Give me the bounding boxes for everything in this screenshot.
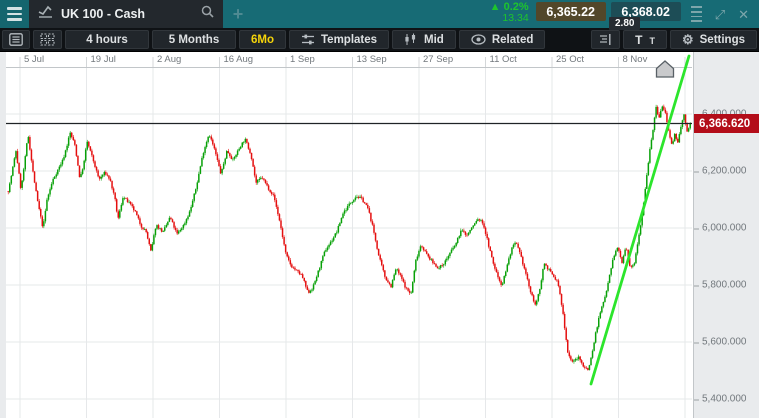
- x-axis-label: 13 Sep: [356, 54, 387, 65]
- list-icon: [9, 33, 23, 46]
- related-button[interactable]: Related: [458, 30, 546, 49]
- x-axis: 5 Jul 19 Jul 2 Aug 16 Aug 1 Sep 13 Sep 27 Sep 1…: [6, 52, 692, 68]
- y-axis-label: 5,600.000: [694, 336, 747, 348]
- header-bar: UK 100 - Cash + ▲ 0.2% 13.34 6,365.22 6,…: [0, 0, 759, 30]
- text-tool-label-small: T: [649, 35, 655, 46]
- settings-label: Settings: [699, 33, 745, 46]
- x-axis-label: 11 Oct: [489, 54, 517, 65]
- spread-badge: 2.80: [609, 17, 641, 30]
- x-axis-label: 27 Sep: [423, 54, 454, 65]
- price-type-label: Mid: [424, 33, 444, 46]
- buy-price-button[interactable]: 6,368.02: [610, 2, 681, 21]
- eye-icon: [471, 34, 486, 45]
- y-axis-label: 5,400.000: [694, 393, 747, 405]
- range-badge-button[interactable]: 6Mo: [239, 30, 286, 49]
- text-tool-label: T: [635, 32, 643, 47]
- sell-price-button[interactable]: 6,365.22: [535, 2, 606, 21]
- x-axis-label: 8 Nov: [622, 54, 648, 65]
- drawings-panel-button[interactable]: [591, 30, 621, 49]
- close-icon[interactable]: ✕: [738, 6, 749, 22]
- add-tab-button[interactable]: +: [232, 3, 244, 24]
- y-axis-label: 5,800.000: [694, 279, 747, 291]
- candles-icon: [405, 33, 416, 45]
- timeframe-dropdown[interactable]: 4 hours: [65, 30, 149, 49]
- gear-icon: ⚙: [681, 32, 694, 47]
- x-axis-label: 1 Sep: [290, 54, 315, 65]
- candles: [7, 104, 691, 371]
- instrument-tab[interactable]: UK 100 - Cash: [29, 0, 223, 28]
- hamburger-icon: [7, 7, 22, 10]
- chart-plot[interactable]: [0, 52, 692, 418]
- trend-line[interactable]: [589, 54, 691, 386]
- chart-line-icon: [38, 5, 54, 23]
- related-label: Related: [491, 33, 534, 46]
- x-axis-label: 2 Aug: [157, 54, 182, 65]
- templates-label: Templates: [321, 33, 378, 46]
- up-arrow-icon: ▲: [489, 1, 501, 14]
- settings-button[interactable]: ⚙ Settings: [669, 30, 757, 49]
- panel-right-icon: [600, 34, 611, 45]
- templates-button[interactable]: Templates: [289, 30, 390, 49]
- layout-grid-button[interactable]: [33, 30, 62, 49]
- price-type-dropdown[interactable]: Mid: [392, 30, 456, 49]
- left-axis-gutter: [0, 52, 6, 418]
- sliders-icon: [302, 34, 314, 44]
- x-axis-label: 5 Jul: [24, 54, 45, 65]
- x-axis-label: 25 Oct: [556, 54, 584, 65]
- y-axis: 6,400.0006,200.0006,000.0005,800.0005,60…: [693, 52, 759, 418]
- menu-button[interactable]: [0, 0, 29, 28]
- instrument-title: UK 100 - Cash: [61, 7, 146, 21]
- y-axis-label: 6,200.000: [694, 165, 747, 177]
- grid-icon: [40, 33, 55, 46]
- depth-list-icon[interactable]: [690, 5, 702, 23]
- search-icon[interactable]: [201, 5, 214, 23]
- x-axis-label: 19 Jul: [90, 54, 116, 65]
- change-points: 13.34: [502, 12, 529, 25]
- current-price-label: 6,366.620: [694, 114, 759, 133]
- expand-icon[interactable]: ⤢: [714, 6, 726, 22]
- chart-area[interactable]: 5 Jul 19 Jul 2 Aug 16 Aug 1 Sep 13 Sep 27 Sep 1…: [0, 52, 759, 418]
- x-axis-label: 16 Aug: [223, 54, 254, 65]
- chart-toolbar: 4 hours 5 Months 6Mo Templates Mid Relat…: [0, 28, 759, 52]
- range-dropdown[interactable]: 5 Months: [152, 30, 236, 49]
- change-percent: 0.2%: [503, 1, 529, 14]
- header-spacer: [253, 0, 490, 28]
- price-change: ▲ 0.2% 13.34: [490, 1, 529, 25]
- watchlist-button[interactable]: [2, 30, 30, 49]
- y-axis-label: 6,000.000: [694, 222, 747, 234]
